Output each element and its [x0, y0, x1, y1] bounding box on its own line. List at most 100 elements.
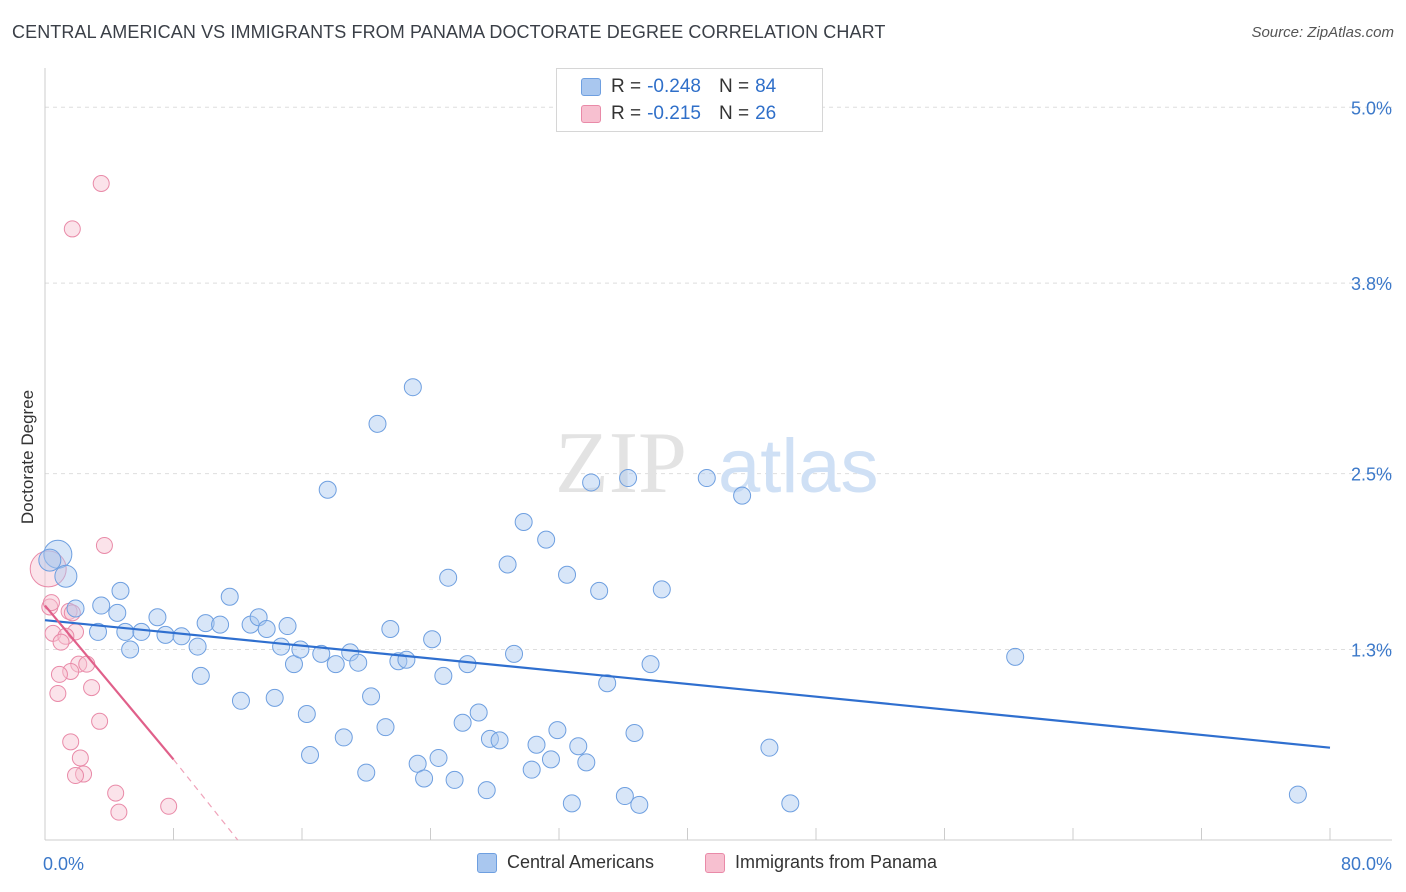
central-american-point: [577, 753, 596, 772]
central-american-point: [89, 622, 108, 641]
central-american-point: [349, 653, 368, 672]
central-american-point: [625, 724, 644, 743]
central-american-point: [172, 627, 191, 646]
central-american-point: [301, 746, 320, 765]
panama-point: [49, 684, 67, 702]
central-american-point: [615, 787, 634, 806]
central-american-point: [1006, 647, 1025, 666]
central-american-point: [297, 704, 316, 723]
central-american-point: [132, 622, 151, 641]
central-american-point: [326, 655, 345, 674]
central-american-point: [781, 794, 800, 813]
central-american-point: [403, 378, 422, 397]
legend-label-panama: Immigrants from Panama: [735, 852, 938, 872]
grid-lines: [45, 106, 1392, 650]
central-american-point: [733, 486, 752, 505]
trend-line-panama: [44, 604, 175, 761]
central-american-point: [760, 738, 779, 757]
legend-n-label: N =: [718, 76, 750, 97]
chart-title: CENTRAL AMERICAN VS IMMIGRANTS FROM PANA…: [12, 22, 886, 42]
panama-point: [62, 733, 80, 751]
central-american-point: [121, 640, 140, 659]
legend-n-value: 26: [755, 103, 777, 124]
legend-n-value: 84: [755, 76, 777, 97]
central-american-point: [453, 713, 472, 732]
legend-row-panama: R = -0.215 N = 26: [581, 103, 776, 125]
central-american-point: [92, 596, 111, 615]
panama-point: [71, 749, 89, 767]
legend-item-panama[interactable]: Immigrants from Panama: [705, 852, 937, 873]
central-american-point: [598, 674, 617, 693]
axes: [44, 68, 1392, 841]
central-american-point: [697, 469, 716, 488]
central-american-point: [514, 513, 533, 532]
central-american-point: [527, 735, 546, 754]
legend-item-central[interactable]: Central Americans: [477, 852, 654, 873]
legend-r-label: R =: [611, 103, 642, 124]
central-american-point: [156, 625, 175, 644]
series-central-americans: [38, 378, 1307, 814]
panama-point: [63, 220, 81, 238]
y-tick-label: 5.0%: [1351, 98, 1392, 118]
central-american-point: [188, 637, 207, 656]
central-american-point: [318, 480, 337, 499]
central-american-point: [569, 737, 588, 756]
panama-point: [95, 536, 113, 554]
legend-r-value: -0.215: [647, 103, 701, 124]
correlation-legend: R = -0.248 N = 84 R = -0.215 N = 26: [556, 68, 823, 132]
trend-line-central: [44, 619, 1331, 749]
y-tick-label: 3.8%: [1351, 274, 1392, 294]
central-american-point: [619, 469, 638, 488]
legend-swatch-central: [581, 78, 601, 96]
central-american-point: [381, 619, 400, 638]
series-panama: [29, 175, 178, 821]
central-american-point: [439, 568, 458, 587]
series-legend: Central Americans Immigrants from Panama: [0, 852, 1406, 878]
central-american-point: [423, 630, 442, 649]
x-tick-label-max: 80.0%: [1341, 854, 1392, 874]
central-american-point: [191, 666, 210, 685]
central-american-point: [630, 795, 649, 814]
legend-swatch-central: [477, 852, 497, 873]
central-american-point: [108, 603, 127, 622]
central-american-point: [505, 644, 524, 663]
y-axis-title: Doctorate Degree: [18, 390, 37, 524]
central-american-point: [54, 564, 78, 588]
panama-point: [67, 767, 85, 785]
panama-point: [78, 655, 96, 673]
central-american-point: [522, 760, 541, 779]
legend-n-label: N =: [718, 103, 750, 124]
central-american-point: [469, 703, 488, 722]
central-american-point: [334, 728, 353, 747]
central-american-point: [558, 565, 577, 584]
central-american-point: [1288, 785, 1307, 804]
central-american-point: [66, 599, 85, 618]
central-american-point: [257, 619, 276, 638]
panama-point: [52, 633, 70, 651]
panama-point: [92, 175, 110, 193]
central-american-point: [434, 666, 453, 685]
central-american-point: [362, 687, 381, 706]
y-tick-label: 1.3%: [1351, 641, 1392, 661]
legend-label-central: Central Americans: [507, 852, 655, 872]
central-american-point: [641, 655, 660, 674]
central-american-point: [415, 769, 434, 788]
legend-swatch-panama: [581, 105, 601, 123]
central-american-point: [537, 530, 556, 549]
central-american-point: [490, 731, 509, 750]
x-tick-label-min: 0.0%: [43, 854, 84, 874]
trend-line-panama-extension: [173, 759, 239, 841]
trend-lines: [44, 604, 1331, 841]
central-american-point: [429, 748, 448, 767]
y-tick-labels: 1.3% 2.5% 3.8% 5.0%: [1351, 98, 1392, 660]
central-american-point: [220, 587, 239, 606]
central-american-point: [231, 691, 250, 710]
watermark-zip: ZIP: [555, 415, 687, 512]
central-american-point: [397, 650, 416, 669]
central-american-point: [562, 794, 581, 813]
legend-swatch-panama: [705, 852, 725, 873]
y-tick-label: 2.5%: [1351, 465, 1392, 485]
panama-point: [110, 803, 128, 821]
central-american-point: [368, 414, 387, 433]
